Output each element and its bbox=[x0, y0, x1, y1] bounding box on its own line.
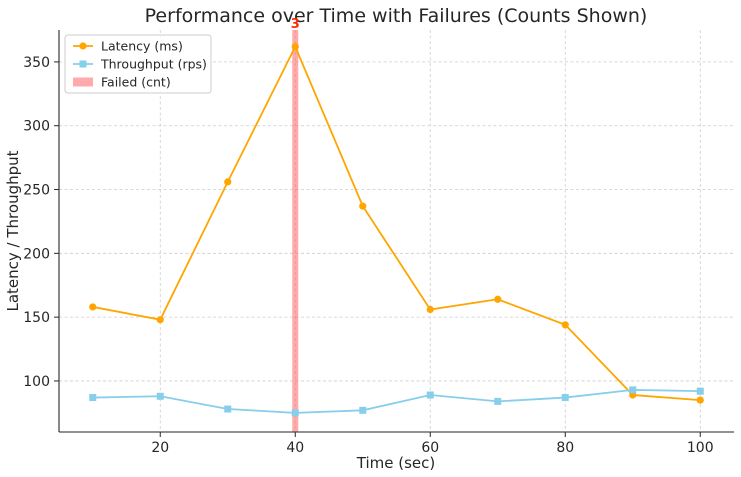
x-tick-label: 40 bbox=[286, 440, 304, 456]
x-axis-label: Time (sec) bbox=[356, 454, 435, 472]
series-point bbox=[291, 42, 299, 51]
series-point bbox=[426, 305, 434, 314]
legend-swatch bbox=[73, 77, 93, 87]
x-tick-label: 20 bbox=[151, 440, 169, 456]
y-tick-label: 300 bbox=[23, 119, 50, 135]
series-point bbox=[561, 321, 569, 329]
legend-marker bbox=[79, 60, 87, 68]
series-point bbox=[359, 406, 367, 414]
series-layer bbox=[89, 42, 704, 417]
y-tick-label: 100 bbox=[23, 374, 50, 390]
series-point bbox=[89, 394, 97, 402]
series-point bbox=[561, 394, 569, 402]
series-line bbox=[92, 388, 701, 414]
series-point bbox=[494, 397, 502, 405]
series-point bbox=[224, 405, 232, 413]
series-point bbox=[629, 386, 637, 394]
series-point bbox=[291, 409, 299, 417]
chart-title: Performance over Time with Failures (Cou… bbox=[145, 5, 648, 27]
legend-marker bbox=[79, 42, 87, 50]
x-tick-label: 60 bbox=[421, 440, 439, 456]
series-point bbox=[359, 202, 367, 210]
legend-label: Failed (cnt) bbox=[101, 75, 171, 90]
series-point bbox=[224, 178, 232, 186]
axes: 20 40 60 80 100 100 150 200 250 300 350 bbox=[23, 30, 734, 456]
legend: Latency (ms) Throughput (rps) Failed (cnt) bbox=[64, 34, 212, 94]
legend-label: Throughput (rps) bbox=[100, 57, 207, 72]
series-point bbox=[696, 387, 704, 395]
series-point bbox=[696, 396, 704, 404]
failure-bar bbox=[292, 30, 299, 432]
x-tick-label: 80 bbox=[556, 440, 574, 456]
legend-box bbox=[64, 34, 212, 94]
y-tick-label: 250 bbox=[23, 183, 50, 199]
y-tick-label: 150 bbox=[23, 310, 50, 326]
series-point bbox=[426, 391, 434, 399]
series-point bbox=[156, 392, 164, 400]
series-point bbox=[156, 316, 164, 324]
y-tick-label: 200 bbox=[23, 246, 50, 262]
failure-count-label: 3 bbox=[291, 17, 300, 32]
legend-label: Latency (ms) bbox=[101, 39, 183, 54]
y-tick-label: 350 bbox=[23, 55, 50, 71]
x-tick-label: 100 bbox=[687, 440, 714, 456]
series-line bbox=[92, 44, 701, 401]
series-point bbox=[494, 295, 502, 303]
failure-layer: 3 bbox=[291, 17, 300, 432]
series-point bbox=[89, 303, 97, 311]
y-axis-label: Latency / Throughput bbox=[4, 150, 22, 311]
